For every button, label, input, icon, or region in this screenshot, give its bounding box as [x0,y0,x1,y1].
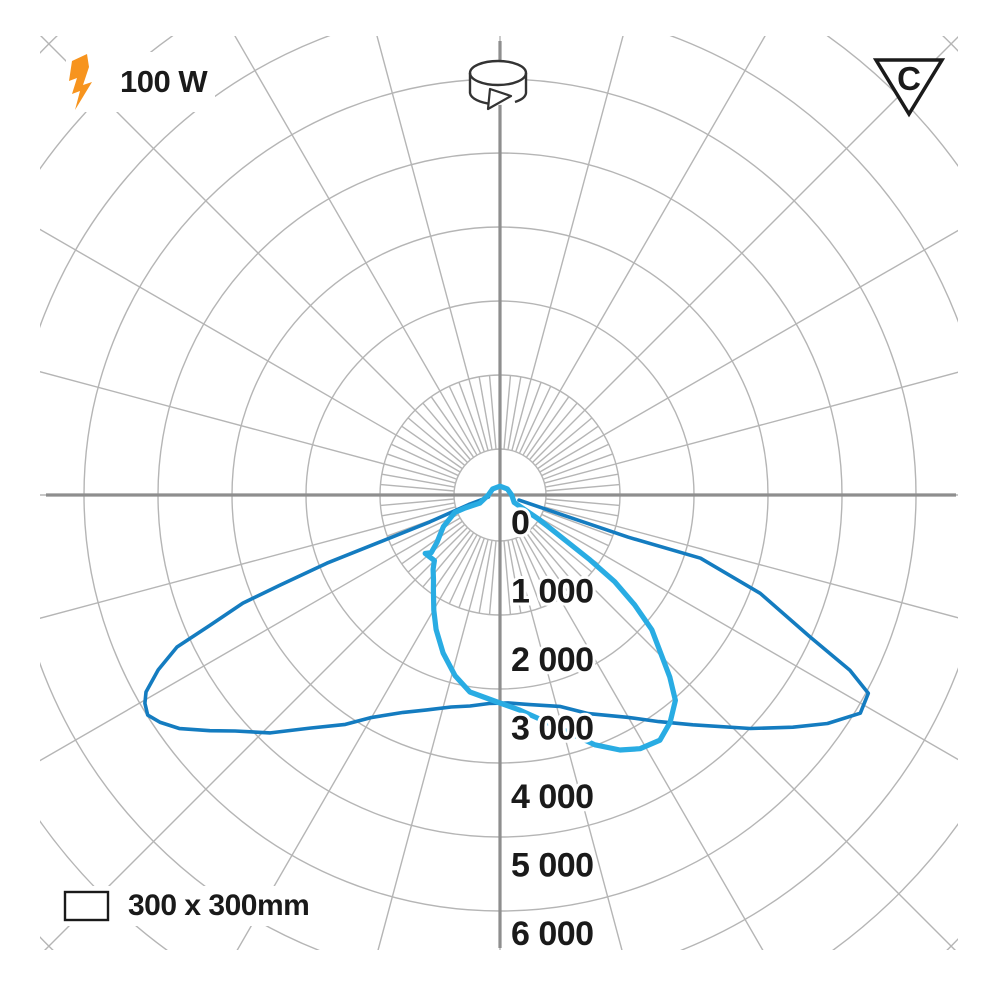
grid-spoke-minor [488,540,497,615]
certification-triangle [872,58,946,118]
grid-spoke-minor [529,529,578,588]
grid-spoke-minor [541,513,610,547]
grid-spoke-major [40,506,456,619]
axes [46,41,956,948]
grid-spoke-minor [401,520,463,565]
grid-spoke-major [544,371,958,484]
grid-spoke-major [377,539,489,950]
grid-spoke-major [511,36,624,451]
grid-spoke-minor [542,453,614,480]
grid-spoke-minor [458,381,485,453]
grid-spoke-minor [390,443,459,477]
grid-spoke-major [544,506,958,619]
grid-spoke-major [539,229,958,473]
grid-spoke-minor [545,502,619,517]
intensity-dark-blue-curve [143,495,871,735]
rotation-axis-icon [452,38,548,121]
grid-spoke-minor [525,532,570,594]
grid-spoke-minor [478,376,493,450]
radial-tick-label: 6 000 [511,915,594,953]
luminaire-outline-icon [63,890,110,922]
radial-tick-label: 4 000 [511,778,594,816]
certification-triangle-icon: C [872,58,946,118]
grid-spoke-minor [545,498,620,507]
grid-spoke-minor [507,540,522,614]
grid-spoke-minor [386,453,458,480]
rotation-axis-icon-svg [468,59,528,111]
grid-spoke-major [532,36,958,463]
grid-spoke-major [40,228,461,473]
grid-spoke-minor [515,381,542,453]
grid-spoke-major [40,517,461,762]
grid-spoke-minor [518,385,552,454]
grid-spoke-major [40,371,456,484]
power-label: 100 W [120,64,208,99]
grid-spoke-minor [380,483,455,492]
grid-spoke-major [522,534,764,950]
grid-spoke-minor [401,425,463,470]
grid-spoke-minor [545,483,620,492]
grid-spoke-minor [525,396,570,458]
grid-spoke-minor [448,385,482,454]
rotation-arrowhead [486,87,513,111]
grid-spoke-minor [488,375,497,450]
rotation-band-right-wall [514,73,528,104]
grid-spoke-minor [515,537,542,609]
grid-spoke-minor [430,396,475,458]
rotation-band-top [468,59,528,87]
grid-spoke-minor [381,473,455,488]
grid-spoke-major [522,36,766,456]
grid-spoke-minor [537,425,599,470]
lightning-bolt-icon [69,54,92,110]
grid-spoke-minor [529,402,578,461]
grid-spoke-minor [541,443,610,477]
grid-spoke-major [532,527,956,950]
radial-tick-label: 5 000 [511,847,594,885]
grid-spoke-major [44,527,468,950]
power-rating-badge: 100 W [66,52,216,112]
grid-spoke-minor [380,498,455,507]
radial-tick-label: 1 000 [511,573,594,611]
grid-spoke-minor [430,532,475,594]
grid-spoke-minor [545,473,619,488]
luminaire-size-badge: 300 x 300mm [60,886,318,926]
grid-spoke-minor [448,536,482,605]
certification-letter: C [897,60,921,97]
grid-spoke-major [236,534,478,950]
certification-mark: C [866,48,952,129]
radial-tick-label: 2 000 [511,641,594,679]
grid-spoke-minor [407,417,466,466]
radial-tick-label: 0 [511,504,529,542]
grid-spoke-minor [381,502,455,517]
grid-spoke-minor [518,536,552,605]
grid-spoke-major [539,517,958,761]
curves [143,483,871,753]
grid-spoke-major [376,36,489,451]
grid-spoke-major [234,36,478,456]
grid-spoke-minor [503,540,512,615]
size-label: 300 x 300mm [128,889,310,922]
intensity-light-blue-curve [422,483,678,753]
radial-tick-labels: 0 1 000 2 000 3 000 4 000 5 000 6 000 [508,501,597,956]
grid-spoke-minor [503,375,512,450]
grid-spoke-major [511,539,623,950]
grid-spoke-minor [422,529,471,588]
grid-spoke-minor [534,524,593,573]
grid-spoke-minor [542,510,614,537]
grid-spoke-minor [422,402,471,461]
grid-spoke-minor [458,537,485,609]
radial-tick-label: 3 000 [511,710,594,748]
grid-spoke-minor [507,376,522,450]
grid-spoke-major [40,36,468,463]
grid-spoke-minor [534,417,593,466]
grid-spoke-minor [478,540,493,614]
rotation-band-fill [470,73,526,105]
